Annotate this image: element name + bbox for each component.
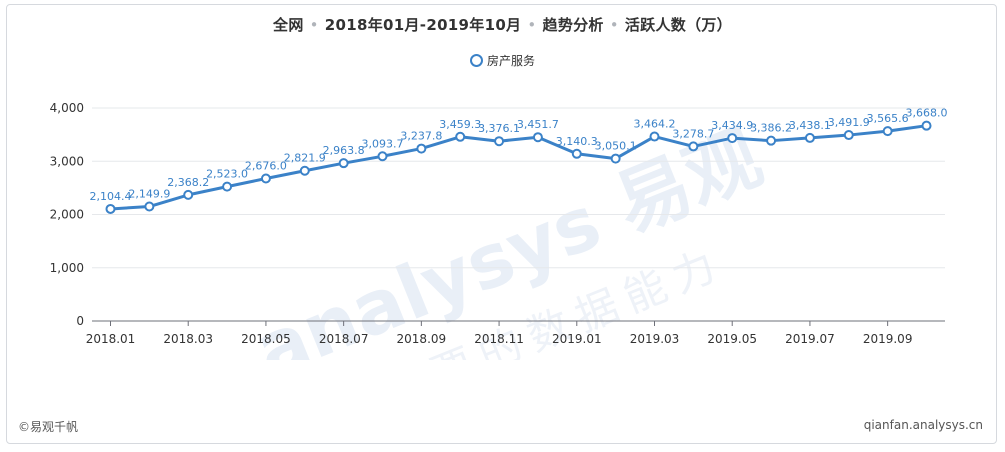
data-label: 3,451.7 (517, 118, 559, 131)
legend-circle-icon (469, 54, 483, 67)
data-point (804, 132, 815, 143)
data-label: 3,376.1 (478, 122, 520, 135)
data-label-layer: 2,104.42,149.92,368.22,523.02,676.02,821… (90, 107, 948, 203)
data-point (610, 153, 621, 164)
grid-layer (92, 107, 945, 269)
x-tick-label: 2019.03 (630, 332, 680, 346)
data-point (649, 131, 660, 142)
title-period: 2018年01月-2019年10月 (324, 16, 522, 34)
data-point (843, 130, 854, 141)
y-tick-label: 3,000 (50, 154, 84, 168)
x-tick-label: 2018.01 (86, 332, 136, 346)
data-label: 2,149.9 (128, 188, 170, 201)
axis-layer: 0 1,000 2,000 3,000 4,000 2018.01 2018.03 2018.… (50, 101, 945, 346)
data-label: 2,676.0 (245, 160, 287, 173)
data-point (571, 148, 582, 159)
data-label: 3,668.0 (906, 107, 948, 120)
title-separator: • (527, 16, 537, 34)
x-tick-label: 2018.07 (319, 332, 369, 346)
data-point (299, 165, 310, 176)
data-point (455, 131, 466, 142)
series-layer (105, 120, 932, 214)
page-title: 全网 • 2018年01月-2019年10月 • 趋势分析 • 活跃人数（万） (0, 14, 1005, 35)
title-separator: • (609, 16, 619, 34)
x-tick-label: 2019.09 (863, 332, 913, 346)
data-label: 3,237.8 (400, 130, 442, 143)
title-analysis: 趋势分析 (542, 16, 604, 34)
data-point (882, 126, 893, 137)
data-label: 3,050.1 (595, 140, 637, 153)
data-point (688, 141, 699, 152)
data-label: 3,459.3 (439, 118, 481, 131)
x-tick-label: 2018.03 (163, 332, 213, 346)
series-line (110, 124, 927, 211)
data-point (183, 189, 194, 200)
data-point (416, 143, 427, 154)
data-point (921, 120, 932, 131)
chart-frame (6, 4, 997, 444)
data-point (222, 181, 233, 192)
footer-url[interactable]: qianfan.analysys.cn (863, 418, 983, 432)
data-label: 3,140.3 (556, 135, 598, 148)
data-label: 3,438.1 (789, 119, 831, 132)
data-label: 3,278.7 (672, 127, 714, 140)
y-tick-label: 1,000 (50, 261, 84, 275)
data-point (494, 136, 505, 147)
x-tick-label: 2018.11 (474, 332, 524, 346)
chart-legend[interactable]: 房产服务 (0, 52, 1005, 69)
data-point (105, 203, 116, 214)
footer-copyright: ©易观千帆 (18, 420, 79, 434)
data-point (532, 132, 543, 143)
data-label: 3,491.9 (828, 116, 870, 129)
data-label: 3,565.6 (867, 112, 909, 125)
data-label: 3,434.9 (711, 119, 753, 132)
data-label: 2,821.9 (284, 152, 326, 165)
data-point (260, 173, 271, 184)
title-separator: • (309, 16, 319, 34)
data-point (377, 151, 388, 162)
title-metric: 活跃人数（万） (624, 16, 732, 34)
data-label: 2,368.2 (167, 176, 209, 189)
data-point (144, 201, 155, 212)
data-point (766, 135, 777, 146)
legend-series-label: 房产服务 (486, 54, 535, 68)
data-label: 2,104.4 (90, 190, 132, 203)
data-label: 2,523.0 (206, 168, 248, 181)
data-point (727, 133, 738, 144)
x-tick-label: 2019.07 (785, 332, 835, 346)
x-tick-label: 2019.01 (552, 332, 602, 346)
data-label: 3,093.7 (362, 137, 404, 150)
data-label: 3,386.2 (750, 122, 792, 135)
x-tick-label: 2018.09 (397, 332, 447, 346)
y-tick-label: 0 (76, 314, 84, 328)
y-tick-label: 2,000 (50, 208, 84, 222)
data-label: 3,464.2 (634, 118, 676, 131)
data-point (338, 158, 349, 169)
y-tick-label: 4,000 (50, 101, 84, 115)
title-scope: 全网 (273, 16, 304, 34)
x-tick-label: 2018.05 (241, 332, 291, 346)
data-label: 2,963.8 (323, 144, 365, 157)
x-tick-label: 2019.05 (707, 332, 757, 346)
